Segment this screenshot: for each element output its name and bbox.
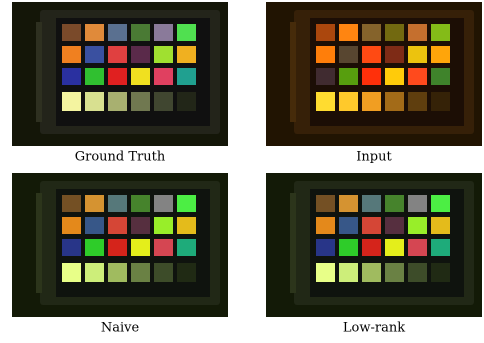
image: [12, 2, 228, 146]
panel-low-rank: Low-rank: [266, 173, 482, 336]
caption: Input: [356, 150, 392, 165]
caption: Low-rank: [343, 321, 405, 336]
panel-input: Input: [266, 2, 482, 165]
caption: Ground Truth: [75, 150, 166, 165]
caption: Naive: [101, 321, 140, 336]
panel-ground-truth: Ground Truth: [12, 2, 228, 165]
image: [266, 173, 482, 317]
image: [12, 173, 228, 317]
figure: Ground Truth Input Naive Low-rank: [0, 0, 484, 343]
panel-naive: Naive: [12, 173, 228, 336]
image: [266, 2, 482, 146]
page: Ground Truth Input Naive Low-rank (() =>…: [0, 0, 484, 343]
